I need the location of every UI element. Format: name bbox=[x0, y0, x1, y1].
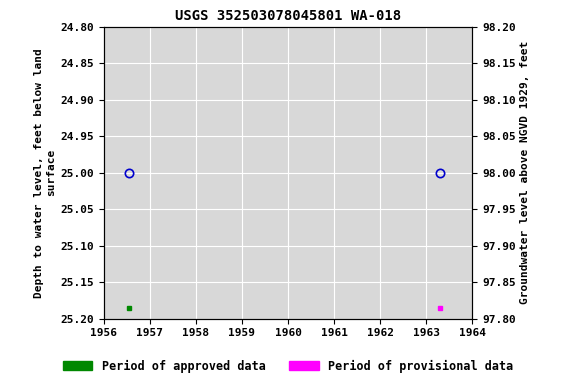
Y-axis label: Groundwater level above NGVD 1929, feet: Groundwater level above NGVD 1929, feet bbox=[520, 41, 530, 305]
Y-axis label: Depth to water level, feet below land
surface: Depth to water level, feet below land su… bbox=[35, 48, 56, 298]
Title: USGS 352503078045801 WA-018: USGS 352503078045801 WA-018 bbox=[175, 9, 401, 23]
Legend: Period of approved data, Period of provisional data: Period of approved data, Period of provi… bbox=[59, 356, 517, 376]
